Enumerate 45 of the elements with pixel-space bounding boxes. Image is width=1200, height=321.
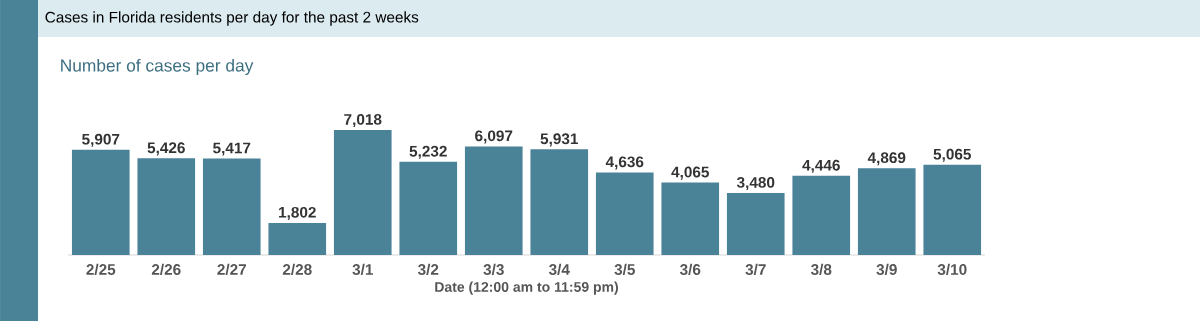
x-tick-label: 2/26 <box>151 263 181 276</box>
bar <box>71 149 130 255</box>
x-tick-label: 3/7 <box>745 263 766 276</box>
x-tick-label: 3/9 <box>876 263 897 276</box>
x-tick-label: 3/5 <box>614 263 635 276</box>
bar <box>137 158 196 255</box>
chart-title: Cases in Florida residents per day for the past 2 weeks <box>45 11 419 26</box>
x-axis-title: Date (12:00 am to 11:59 pm) <box>435 281 618 295</box>
bar <box>726 193 785 255</box>
bar <box>923 164 982 255</box>
data-label: 4,065 <box>671 166 709 180</box>
data-label: 4,869 <box>867 152 906 166</box>
bar <box>268 222 327 255</box>
x-tick-label: 2/28 <box>282 263 312 276</box>
data-label: 5,907 <box>82 133 120 147</box>
data-label: 4,636 <box>605 156 644 170</box>
data-label: 3,480 <box>736 176 775 191</box>
bar <box>464 146 523 255</box>
bar <box>661 182 720 255</box>
data-label: 6,097 <box>475 130 513 144</box>
x-tick-label: 2/27 <box>217 263 246 276</box>
x-tick-label: 3/10 <box>937 263 967 276</box>
x-tick-label: 3/4 <box>548 263 570 276</box>
x-tick-label: 3/6 <box>679 263 701 276</box>
data-label: 5,232 <box>409 145 447 159</box>
data-label: 5,417 <box>213 142 251 156</box>
bar <box>857 168 916 255</box>
x-tick-label: 3/3 <box>483 263 504 276</box>
data-label: 5,065 <box>933 148 971 162</box>
data-label: 5,426 <box>147 142 185 156</box>
x-tick-label: 3/1 <box>352 263 373 276</box>
data-label: 7,018 <box>344 113 382 128</box>
x-tick-label: 3/8 <box>810 263 832 276</box>
bar <box>530 149 589 255</box>
bar <box>595 172 654 255</box>
data-label: 1,802 <box>279 206 316 220</box>
bar <box>399 161 458 255</box>
x-tick-label: 2/25 <box>86 263 116 276</box>
data-label: 5,931 <box>540 133 578 147</box>
bar <box>792 175 851 255</box>
chart-subtitle: Number of cases per day <box>61 58 254 76</box>
bar <box>333 129 392 255</box>
data-label: 4,446 <box>802 159 840 173</box>
x-tick-label: 3/2 <box>417 263 439 276</box>
bar <box>202 158 261 255</box>
